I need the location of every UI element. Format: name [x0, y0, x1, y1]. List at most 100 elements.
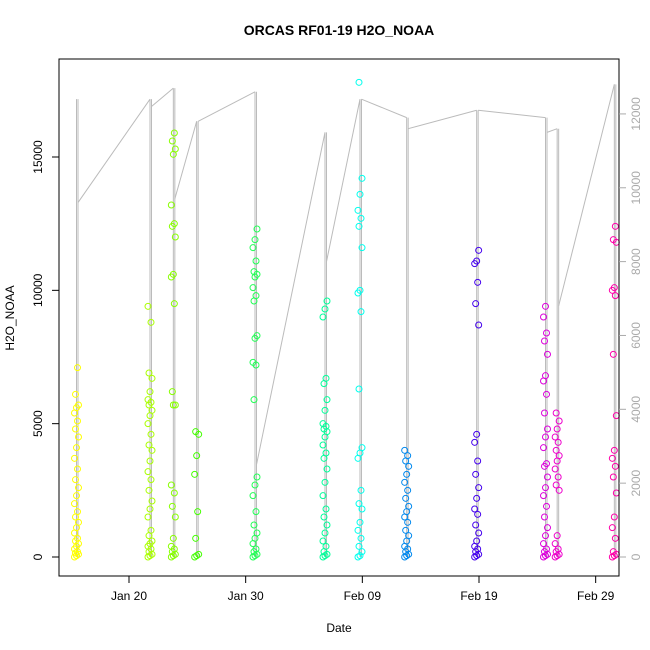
data-point: [611, 222, 619, 230]
data-point: [146, 388, 154, 396]
data-point: [542, 433, 549, 441]
data-point: [75, 518, 82, 526]
data-point: [405, 502, 413, 510]
data-point: [320, 513, 328, 521]
data-point: [321, 478, 329, 486]
data-point: [473, 430, 481, 438]
data-point: [168, 137, 176, 145]
data-point: [553, 552, 561, 560]
data-point: [609, 548, 617, 556]
data-point: [168, 388, 176, 396]
data-point: [249, 492, 257, 500]
y2-tick-label: 12000: [629, 97, 643, 131]
data-point: [542, 532, 549, 540]
data-point: [553, 532, 561, 540]
data-point: [355, 78, 363, 86]
data-point: [170, 300, 178, 308]
data-point: [147, 526, 155, 534]
data-point: [544, 350, 551, 358]
transit-trace: [478, 109, 546, 119]
data-point: [401, 446, 409, 454]
data-point: [148, 446, 156, 454]
data-point: [167, 481, 175, 489]
data-point: [358, 244, 366, 252]
data-point: [319, 420, 327, 428]
data-point: [147, 476, 155, 484]
data-point: [191, 470, 199, 478]
data-point: [75, 433, 82, 441]
data-point: [71, 454, 78, 462]
data-point: [540, 444, 547, 452]
transit-trace: [558, 84, 615, 307]
data-point: [169, 552, 177, 560]
data-point: [540, 313, 547, 321]
data-point: [609, 473, 617, 481]
data-point: [474, 278, 482, 286]
data-point: [471, 438, 479, 446]
x-axis: Jan 20 Jan 30 Feb 09 Feb 19 Feb 29: [111, 576, 615, 603]
data-point: [404, 518, 412, 526]
data-point: [252, 545, 260, 553]
data-point: [253, 225, 261, 233]
data-point: [542, 484, 549, 492]
data-point: [319, 313, 327, 321]
data-point: [356, 518, 364, 526]
data-point: [473, 552, 481, 560]
data-point: [169, 270, 177, 278]
data-point: [405, 462, 413, 470]
data-point: [146, 457, 154, 465]
data-point: [72, 549, 79, 557]
trace-layer: [76, 84, 617, 557]
data-point: [354, 206, 362, 214]
data-point: [475, 529, 483, 537]
data-point: [552, 481, 560, 489]
data-point: [250, 521, 258, 529]
data-point: [253, 473, 261, 481]
transit-trace: [408, 109, 477, 130]
data-point: [145, 486, 153, 494]
data-point: [610, 284, 618, 292]
data-point: [252, 292, 260, 300]
data-point: [72, 425, 79, 433]
data-point: [144, 420, 152, 428]
data-point: [551, 540, 559, 548]
data-point: [251, 481, 259, 489]
data-point: [474, 510, 482, 518]
data-point: [170, 489, 178, 497]
data-point: [356, 286, 364, 294]
data-point: [358, 444, 366, 452]
data-point: [74, 465, 81, 473]
data-point: [75, 401, 82, 409]
data-point: [147, 430, 155, 438]
data-point: [540, 492, 547, 500]
data-point: [252, 508, 260, 516]
point-layer: [71, 78, 620, 561]
data-point: [610, 513, 618, 521]
data-point: [145, 369, 153, 377]
y2-tick-label: 2000: [629, 469, 643, 496]
data-point: [356, 552, 364, 560]
y-tick-label: 0: [31, 553, 45, 560]
data-point: [249, 358, 257, 366]
data-point: [193, 452, 201, 460]
data-point: [74, 417, 81, 425]
x-tick-label: Feb 29: [577, 589, 615, 603]
y2-tick-label: 10000: [629, 171, 643, 205]
data-point: [322, 374, 330, 382]
data-point: [148, 406, 156, 414]
data-point: [555, 417, 563, 425]
data-point: [253, 529, 261, 537]
data-point: [552, 409, 560, 417]
data-point: [608, 454, 616, 462]
x-tick-label: Feb 19: [460, 589, 498, 603]
data-point: [169, 401, 177, 409]
data-point: [554, 438, 562, 446]
data-point: [355, 385, 363, 393]
data-point: [193, 552, 201, 560]
data-point: [611, 292, 619, 300]
data-point: [402, 494, 410, 502]
data-point: [167, 542, 175, 550]
data-point: [148, 374, 156, 382]
data-point: [251, 236, 259, 244]
data-point: [357, 308, 365, 316]
